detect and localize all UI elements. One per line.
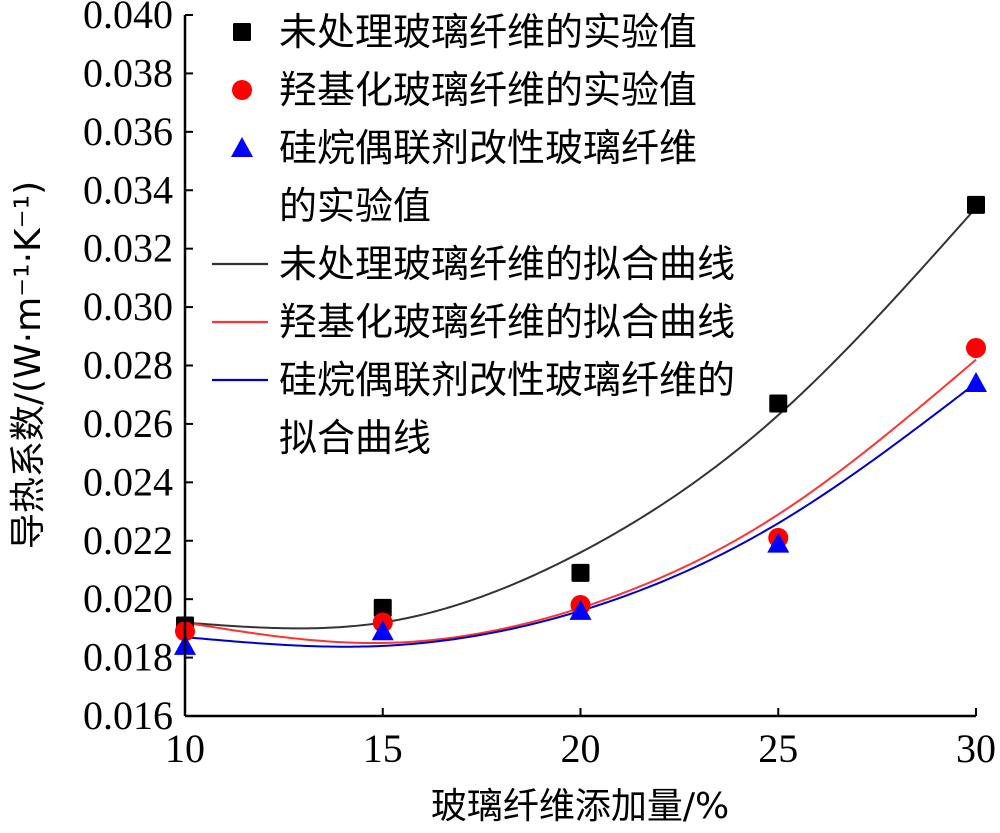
- legend-item-0: 未处理玻璃纤维的实验值: [233, 10, 697, 54]
- x-tick-label: 10: [165, 726, 205, 771]
- legend-label: 硅烷偶联剂改性玻璃纤维的: [279, 358, 735, 402]
- x-tick-label: 25: [758, 726, 798, 771]
- y-tick-label: 0.020: [83, 576, 173, 621]
- y-tick-label: 0.018: [83, 635, 173, 680]
- data-point-s2-3-shape: [767, 532, 790, 553]
- legend-marker-2-shape: [231, 137, 253, 157]
- y-tick-label: 0.024: [83, 459, 173, 504]
- legend-item-1: 羟基化玻璃纤维的实验值: [232, 68, 697, 112]
- data-point-s2-3: [767, 532, 790, 553]
- y-tick-label: 0.028: [83, 343, 173, 388]
- y-tick-label: 0.036: [83, 109, 173, 154]
- y-tick-label: 0.030: [83, 284, 173, 329]
- legend-label: 的实验值: [279, 184, 431, 228]
- x-tick-label: 30: [956, 726, 996, 771]
- data-point-s2-2: [569, 599, 592, 620]
- data-markers: [174, 195, 987, 655]
- legend-marker-0: [233, 23, 251, 41]
- legend: 未处理玻璃纤维的实验值羟基化玻璃纤维的实验值硅烷偶联剂改性玻璃纤维的实验值未处理…: [212, 10, 735, 460]
- legend-label: 硅烷偶联剂改性玻璃纤维: [279, 126, 697, 170]
- legend-label: 拟合曲线: [279, 416, 431, 460]
- data-point-s2-4: [965, 372, 987, 393]
- y-tick-label: 0.032: [83, 226, 173, 271]
- y-tick-label: 0.016: [83, 693, 173, 738]
- data-point-s1-4: [966, 337, 986, 358]
- data-point-s0-4: [967, 195, 985, 214]
- legend-marker-1: [232, 80, 252, 100]
- data-point-s0-2: [571, 563, 590, 582]
- data-point-s2-1: [371, 620, 394, 641]
- x-tick-label: 20: [561, 726, 601, 771]
- legend-label: 未处理玻璃纤维的拟合曲线: [279, 242, 735, 286]
- legend-marker-0-shape: [233, 23, 251, 41]
- legend-item-4: 羟基化玻璃纤维的拟合曲线: [212, 300, 735, 344]
- legend-label: 羟基化玻璃纤维的实验值: [279, 68, 697, 112]
- legend-marker-1-shape: [232, 80, 252, 100]
- data-point-s2-2-shape: [569, 599, 592, 620]
- y-tick-label: 0.022: [83, 518, 173, 563]
- data-point-s1-4-shape: [966, 337, 986, 358]
- data-point-s2-4-shape: [965, 372, 987, 393]
- fit-curve-3: [184, 207, 977, 630]
- data-point-s0-2-shape: [571, 563, 590, 582]
- legend-label: 未处理玻璃纤维的实验值: [279, 10, 697, 54]
- data-point-s0-3-shape: [769, 394, 788, 413]
- data-point-s0-4-shape: [967, 195, 985, 214]
- data-point-s0-3: [769, 394, 788, 413]
- data-point-s0-1-shape: [373, 598, 392, 617]
- x-tick-label: 15: [363, 726, 403, 771]
- legend-marker-2: [231, 137, 253, 157]
- legend-item-3: 未处理玻璃纤维的拟合曲线: [212, 242, 735, 286]
- y-axis-title: 导热系数/(W·m⁻¹·K⁻¹): [8, 181, 49, 549]
- data-point-s0-1: [373, 598, 392, 617]
- legend-label: 羟基化玻璃纤维的拟合曲线: [279, 300, 735, 344]
- x-axis-title: 玻璃纤维添加量/%: [431, 786, 729, 827]
- y-tick-label: 0.026: [83, 401, 173, 446]
- x-ticks: 10 15 20 25 30: [165, 708, 996, 771]
- y-tick-label: 0.040: [83, 0, 173, 37]
- y-ticks: 0.016 0.018 0.020 0.022 0.024 0.026 0.028 0.030…: [83, 0, 193, 738]
- y-tick-label: 0.034: [83, 167, 173, 212]
- y-tick-label: 0.038: [83, 50, 173, 95]
- data-point-s2-1-shape: [371, 620, 394, 641]
